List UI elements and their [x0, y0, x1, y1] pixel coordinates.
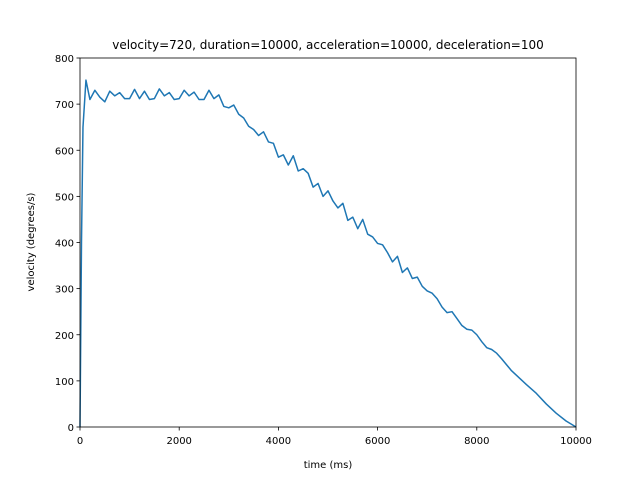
x-tick-label: 4000 — [266, 436, 291, 447]
y-tick-label: 700 — [55, 100, 74, 111]
y-tick-label: 300 — [55, 285, 74, 296]
x-tick-label: 10000 — [560, 436, 592, 447]
y-tick-label: 500 — [55, 192, 74, 203]
y-tick-label: 400 — [55, 239, 74, 250]
y-tick-label: 200 — [55, 331, 74, 342]
x-tick-label: 0 — [77, 436, 83, 447]
y-tick-label: 800 — [55, 54, 74, 65]
y-tick-label: 100 — [55, 377, 74, 388]
y-tick-label: 600 — [55, 146, 74, 157]
x-tick-label: 2000 — [166, 436, 191, 447]
plot-frame — [79, 57, 577, 428]
x-tick-label: 6000 — [365, 436, 390, 447]
y-axis-label: velocity (degrees/s) — [26, 192, 37, 291]
x-axis-label: time (ms) — [304, 460, 353, 471]
data-line — [79, 79, 577, 428]
x-tick-label: 8000 — [464, 436, 489, 447]
y-tick-label: 0 — [68, 423, 74, 434]
chart-title: velocity=720, duration=10000, accelerati… — [112, 38, 544, 52]
